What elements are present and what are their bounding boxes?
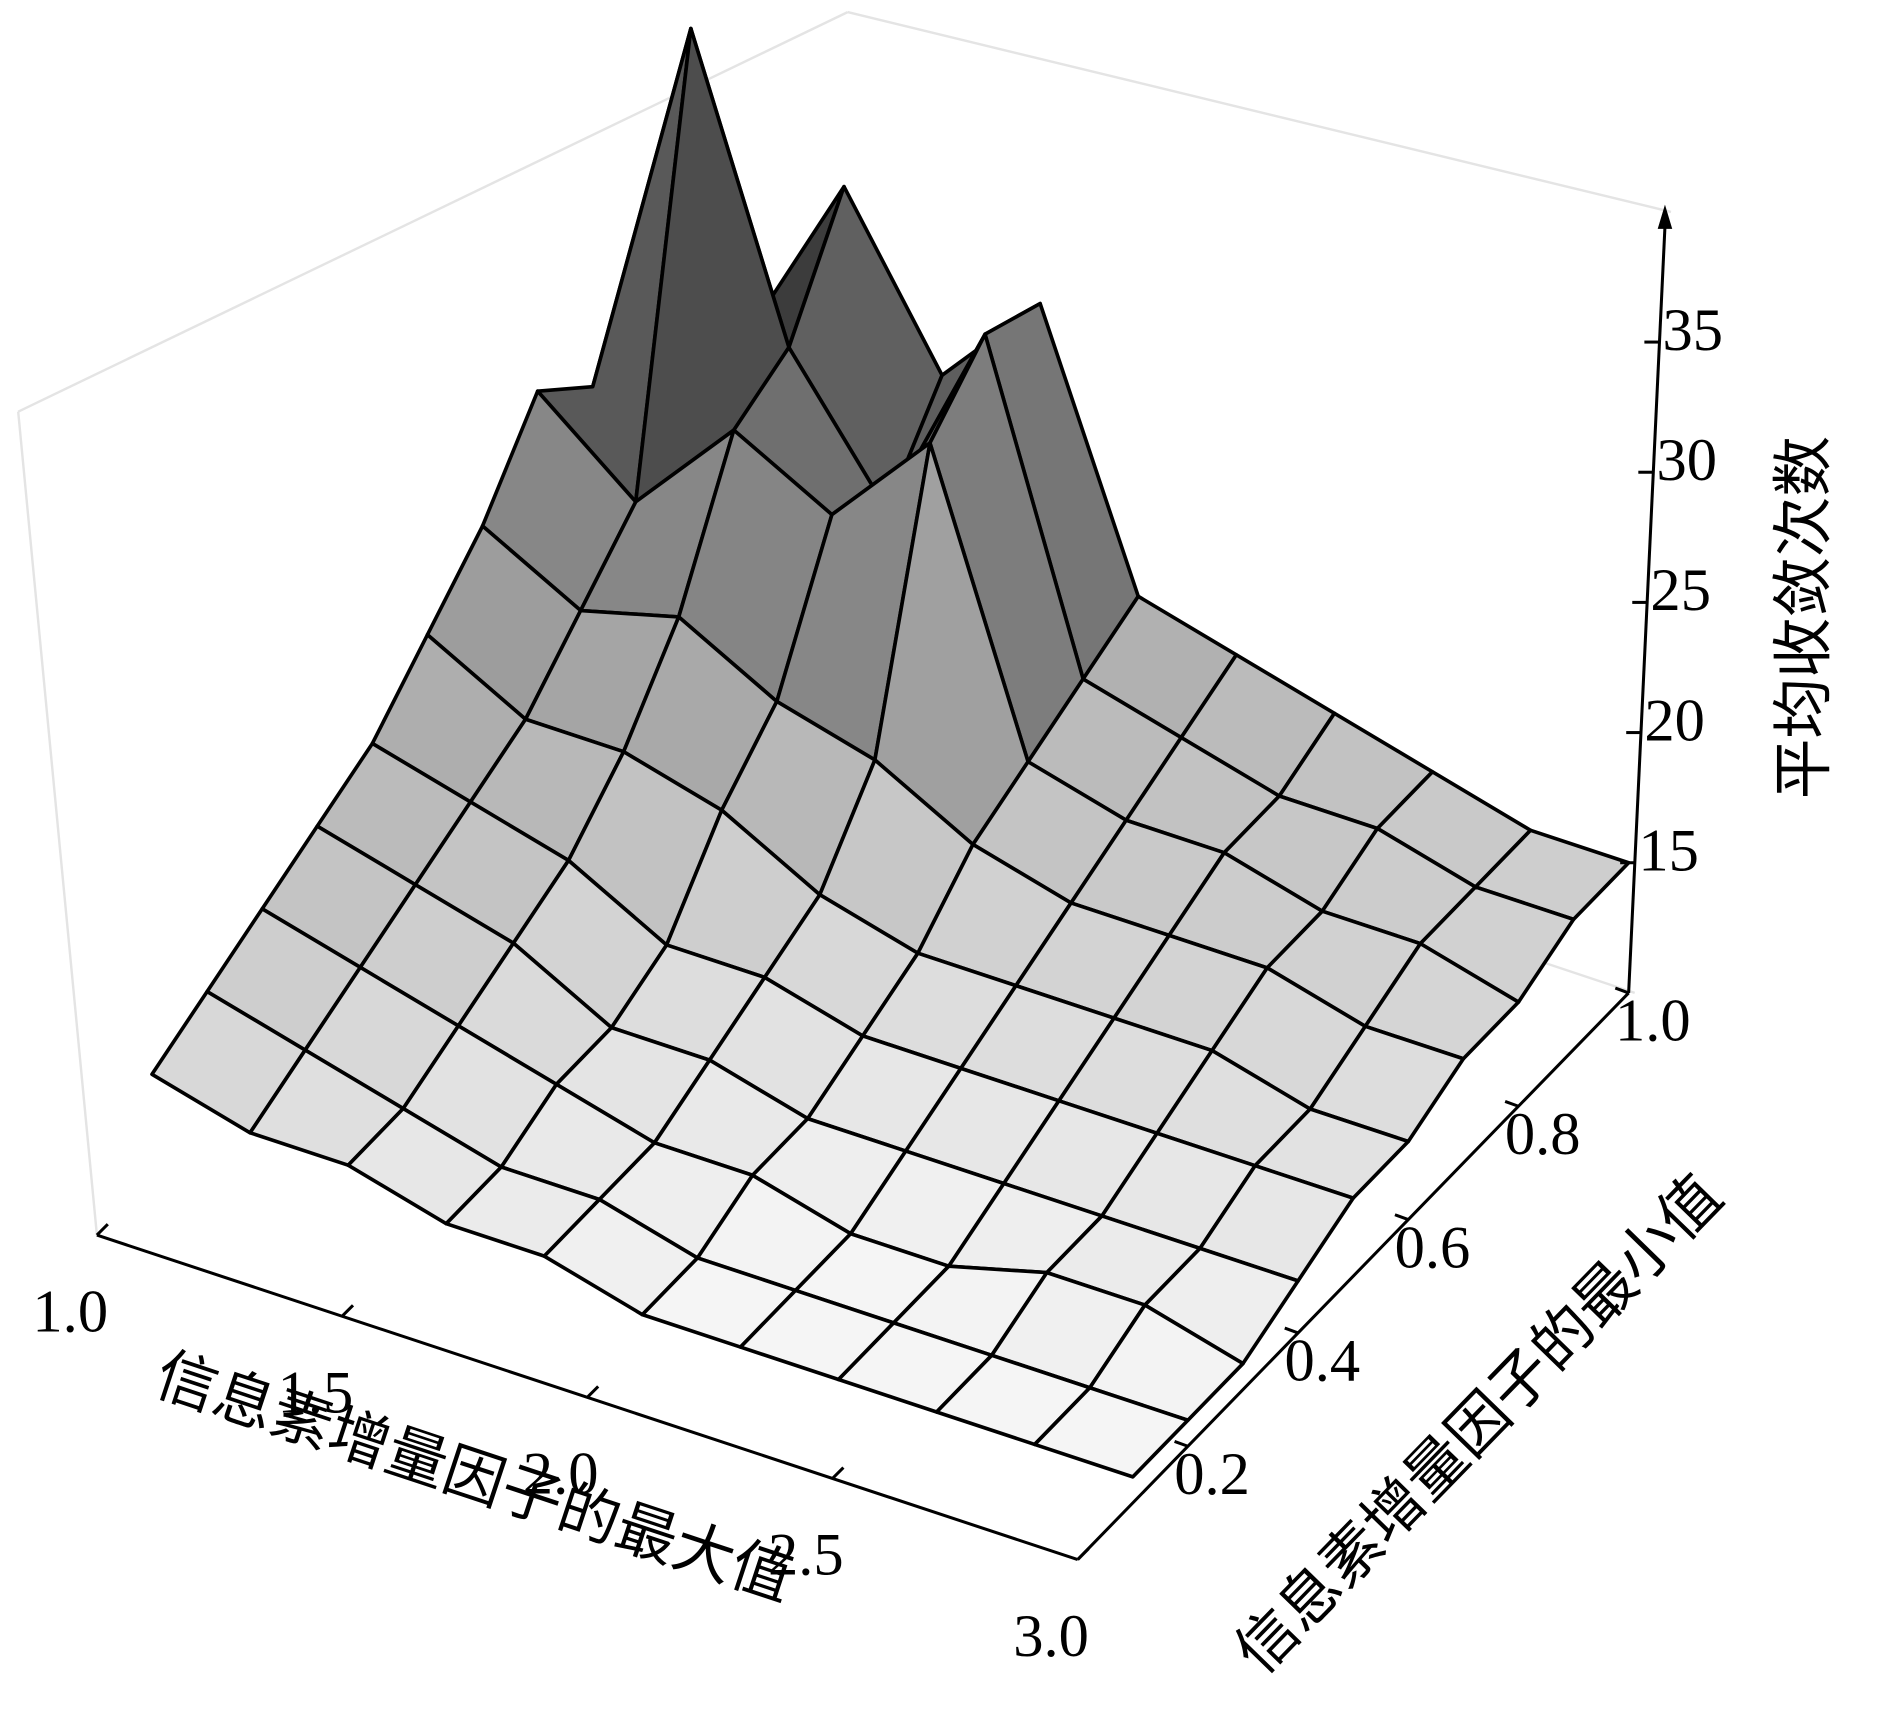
x-tick	[95, 1223, 109, 1237]
x-tick-label: 2.0	[523, 1441, 599, 1508]
y-tick-label: 0.6	[1395, 1214, 1471, 1281]
z-axis	[1627, 226, 1667, 993]
y-tick-label: 1.0	[1615, 988, 1691, 1055]
z-tick-label: 30	[1656, 427, 1717, 494]
surface-face	[1032, 1385, 1190, 1479]
z-tick-label: 35	[1663, 297, 1724, 364]
y-tick	[1284, 1326, 1299, 1335]
z-tick-label: 15	[1638, 818, 1699, 885]
z-axis-label: 平均收敛次数	[1771, 436, 1838, 799]
y-tick	[1614, 986, 1630, 995]
y-tick	[1504, 1099, 1519, 1108]
back-box	[16, 10, 1672, 1236]
x-tick-label: 2.5	[768, 1522, 844, 1589]
x-axis-label: 信息素增量因子的最大值	[147, 1342, 800, 1615]
x-tick-label: 1.5	[278, 1359, 354, 1426]
y-axis	[1076, 991, 1630, 1561]
x-tick	[831, 1466, 845, 1480]
y-tick	[1174, 1439, 1189, 1448]
x-tick-label: 3.0	[1013, 1603, 1089, 1670]
x-tick	[341, 1304, 355, 1318]
surface	[150, 26, 1631, 1479]
box-edge	[847, 10, 1672, 214]
z-tick-label: 20	[1644, 687, 1705, 754]
x-tick-label: 1.0	[32, 1278, 108, 1345]
box-edge	[16, 411, 99, 1236]
y-tick-label: 0.8	[1505, 1101, 1581, 1168]
z-axis-arrow	[1657, 204, 1673, 229]
y-tick-label: 0.4	[1284, 1328, 1360, 1395]
y-tick	[1394, 1213, 1409, 1222]
x-tick	[586, 1385, 600, 1399]
z-tick-label: 25	[1650, 557, 1711, 624]
y-tick-label: 0.2	[1174, 1441, 1250, 1508]
box-edge	[17, 11, 849, 413]
